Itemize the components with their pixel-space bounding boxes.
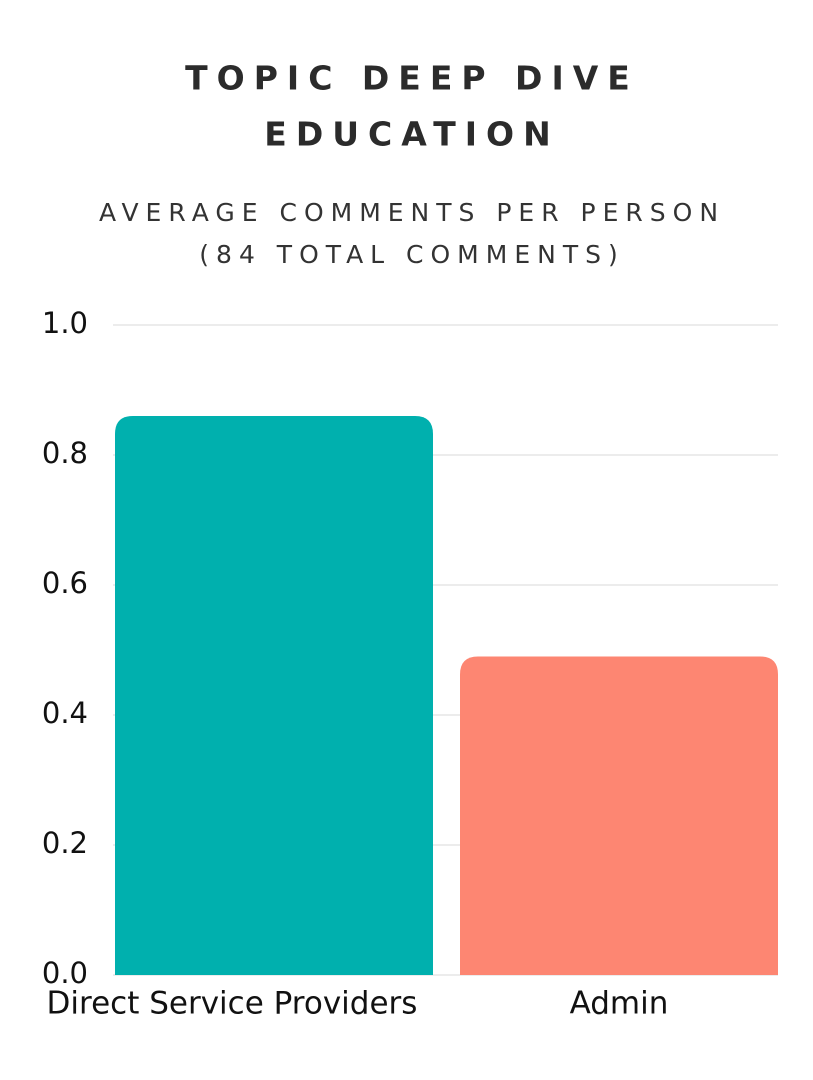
y-tick-label: 0.4 bbox=[42, 696, 88, 730]
x-tick-label: Admin bbox=[570, 986, 669, 1022]
bar bbox=[460, 656, 778, 975]
y-tick-label: 0.2 bbox=[42, 826, 88, 860]
y-tick-label: 1.0 bbox=[42, 306, 88, 340]
y-tick-label: 0.8 bbox=[42, 436, 88, 470]
chart-subtitle: (84 TOTAL COMMENTS) bbox=[199, 240, 624, 269]
bar bbox=[115, 416, 433, 975]
y-tick-label: 0.0 bbox=[42, 956, 88, 990]
chart-subtitle: AVERAGE COMMENTS PER PERSON bbox=[99, 198, 725, 227]
chart-title: EDUCATION bbox=[264, 115, 559, 154]
x-tick-label: Direct Service Providers bbox=[47, 986, 418, 1022]
chart-title: TOPIC DEEP DIVE bbox=[185, 59, 639, 98]
y-tick-label: 0.6 bbox=[42, 566, 88, 600]
